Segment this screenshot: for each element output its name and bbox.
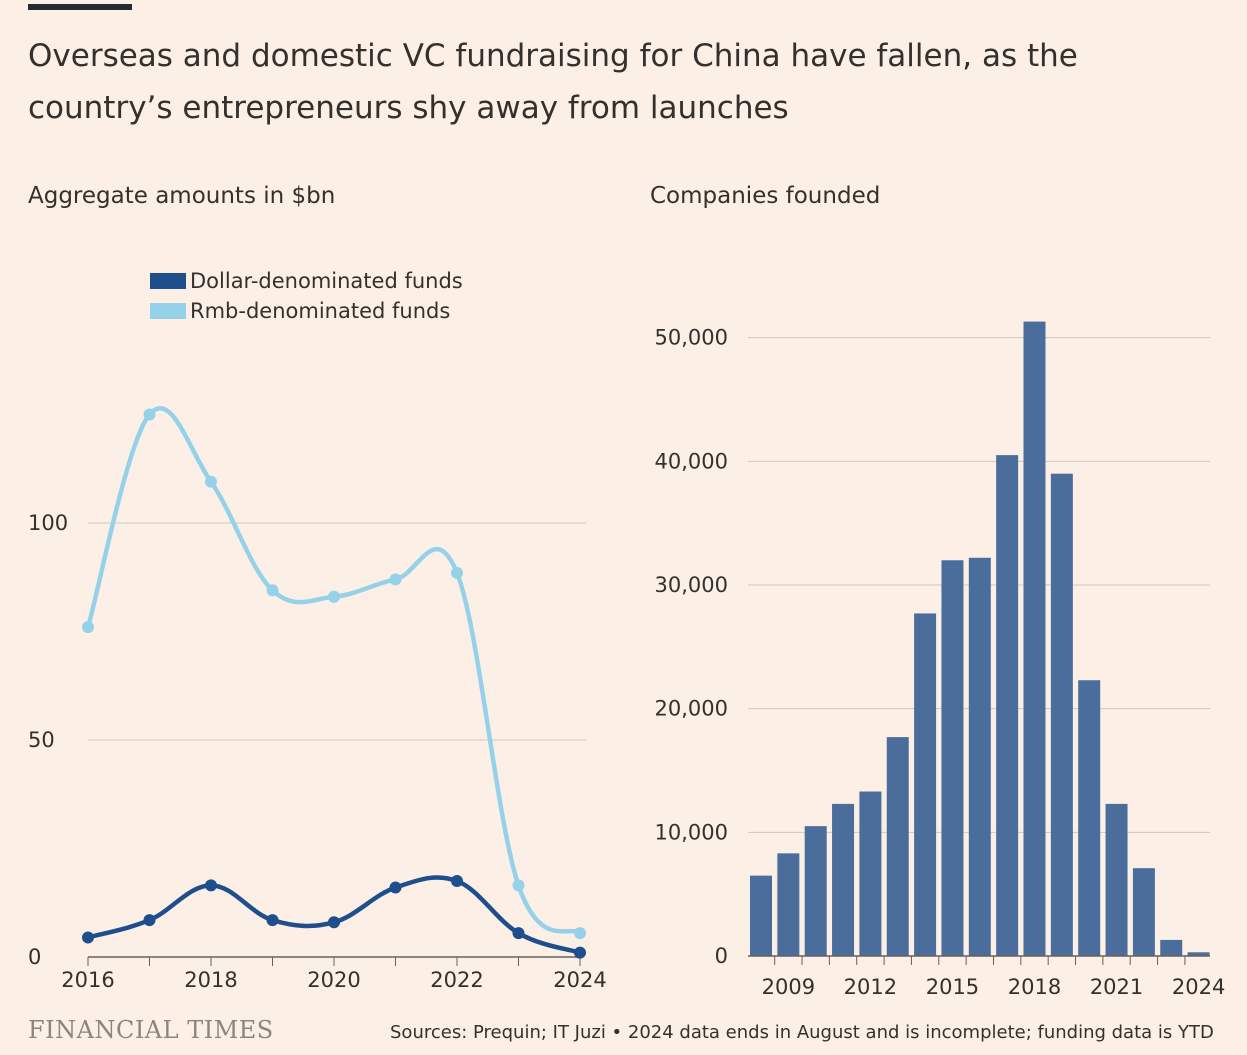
chart-headline: Overseas and domestic VC fundraising for…: [28, 38, 1078, 126]
data-point-dollar: [143, 914, 156, 927]
bar: [996, 455, 1019, 956]
data-point-rmb: [328, 590, 340, 603]
bar: [968, 557, 991, 956]
bar: [832, 803, 855, 956]
data-point-rmb: [512, 879, 525, 892]
series-line-rmb: [85, 406, 583, 936]
y-tick-label: 40,000: [655, 449, 728, 473]
data-point-dollar: [205, 879, 217, 892]
data-point-rmb: [205, 475, 217, 488]
source-note: Sources: Prequin; IT Juzi • 2024 data en…: [390, 1022, 1214, 1043]
bar: [1078, 680, 1101, 956]
x-tick-label: 2021: [1090, 975, 1143, 999]
x-tick-label: 2024: [1172, 975, 1225, 999]
legend-item-rmb: Rmb-denominated funds: [150, 296, 463, 326]
data-point-rmb: [82, 621, 94, 634]
data-point-dollar: [451, 875, 463, 888]
bar: [1187, 952, 1210, 956]
x-tick-label: 2009: [762, 975, 815, 999]
legend-swatch-dollar: [150, 273, 186, 289]
bar: [804, 826, 827, 956]
data-point-rmb: [266, 584, 279, 597]
data-point-dollar: [389, 881, 402, 894]
x-tick-label: 2015: [926, 975, 979, 999]
x-tick-label: 2018: [1008, 975, 1061, 999]
bar-chart: 0 10,000 20,000 30,000 40,000 50,000 2009 2012 2…: [655, 321, 1225, 999]
legend-swatch-rmb: [150, 303, 186, 319]
y-tick-label: 50: [28, 728, 55, 752]
bar: [777, 853, 800, 956]
data-point-rmb: [451, 566, 463, 579]
data-point-rmb: [389, 573, 402, 586]
line-chart: 0 50 100 2016 2018 2020 2022 2024: [28, 406, 607, 992]
bar: [914, 613, 937, 956]
legend-label-rmb: Rmb-denominated funds: [190, 299, 451, 323]
legend-item-dollar: Dollar-denominated funds: [150, 266, 463, 296]
y-tick-label: 0: [28, 945, 41, 969]
left-chart-title: Aggregate amounts in $bn: [28, 183, 336, 209]
bar: [1160, 939, 1183, 956]
bar: [1132, 868, 1155, 956]
bar: [1105, 803, 1128, 956]
y-tick-label: 0: [715, 944, 728, 968]
bar: [750, 875, 772, 956]
legend-label-dollar: Dollar-denominated funds: [190, 269, 463, 293]
x-tick-label: 2012: [844, 975, 897, 999]
line-chart-legend: Dollar-denominated funds Rmb-denominated…: [150, 266, 463, 326]
data-point-dollar: [266, 914, 279, 927]
ft-logo-text: FINANCIAL TIMES: [28, 1016, 274, 1044]
y-tick-label: 30,000: [655, 573, 728, 597]
x-tick-label: 2020: [307, 968, 360, 992]
x-tick-label: 2024: [553, 968, 606, 992]
data-point-rmb: [143, 408, 156, 421]
data-point-dollar: [512, 927, 525, 940]
y-tick-label: 10,000: [655, 820, 728, 844]
y-tick-label: 100: [28, 511, 68, 535]
data-point-dollar: [574, 946, 586, 959]
y-tick-label: 50,000: [655, 326, 728, 350]
data-point-dollar: [328, 916, 340, 929]
x-tick-label: 2022: [430, 968, 483, 992]
data-point-rmb: [574, 927, 586, 940]
bar: [859, 791, 882, 956]
bar: [941, 560, 964, 956]
x-tick-label: 2018: [184, 968, 237, 992]
bar: [1023, 321, 1046, 957]
bar: [886, 737, 909, 956]
bar: [1050, 473, 1073, 956]
y-tick-label: 20,000: [655, 697, 728, 721]
data-point-dollar: [82, 931, 94, 944]
right-chart-title: Companies founded: [650, 183, 881, 209]
x-tick-label: 2016: [61, 968, 114, 992]
header-accent-bar: [28, 4, 132, 10]
series-line-dollar: [85, 875, 583, 955]
